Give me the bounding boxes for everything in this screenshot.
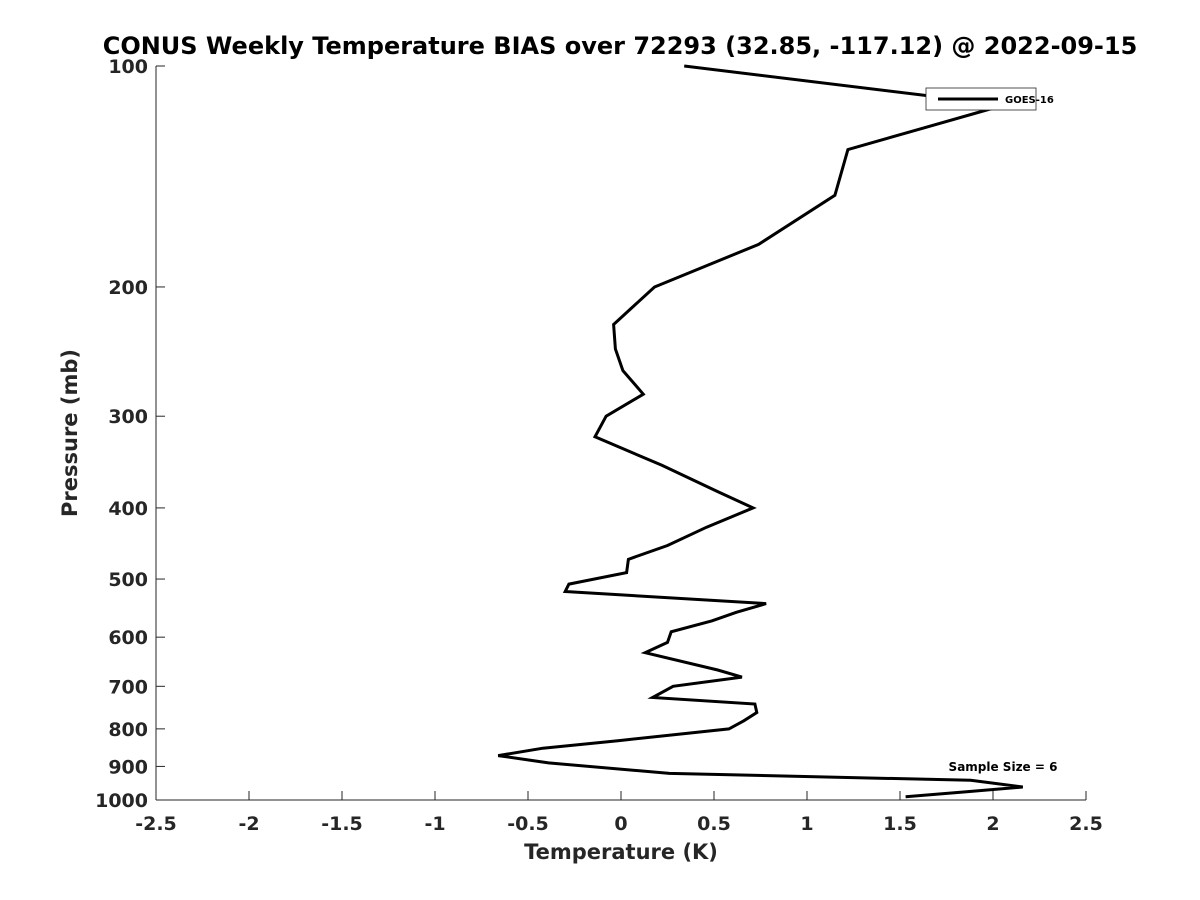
y-tick-label: 100	[108, 56, 148, 78]
legend: GOES-16	[925, 87, 1054, 111]
series-layer	[497, 64, 1023, 799]
x-ticks: -2.5 -2 -1.5 -1 -0.5 0 0.5 1 1.5 2 2.5	[135, 791, 1103, 835]
sample-size-annotation: Sample Size = 6	[949, 760, 1058, 774]
y-tick-label: 400	[108, 498, 148, 520]
x-tick-label: -1.5	[321, 813, 363, 835]
y-axis-label: Pressure (mb)	[58, 349, 82, 517]
y-tick-label: 700	[108, 676, 148, 698]
y-tick-label: 200	[108, 277, 148, 299]
x-tick-label: -2	[238, 813, 259, 835]
chart-title: CONUS Weekly Temperature BIAS over 72293…	[103, 32, 1138, 60]
x-tick-label: 1.5	[883, 813, 917, 835]
x-axis-label: Temperature (K)	[524, 840, 718, 864]
x-tick-label: -2.5	[135, 813, 177, 835]
x-tick-label: -1	[424, 813, 445, 835]
y-tick-label: 500	[108, 569, 148, 591]
x-tick-label: -0.5	[507, 813, 549, 835]
y-tick-label: 900	[108, 756, 148, 778]
y-tick-label: 600	[108, 627, 148, 649]
plot-frame	[155, 66, 1086, 801]
x-tick-label: 0	[614, 813, 627, 835]
y-tick-label: 1000	[95, 790, 148, 812]
legend-label-goes-16: GOES-16	[1005, 95, 1054, 106]
x-tick-label: 1	[800, 813, 813, 835]
y-tick-label: 300	[108, 406, 148, 428]
x-tick-label: 2.5	[1069, 813, 1103, 835]
x-tick-label: 0.5	[697, 813, 731, 835]
y-tick-label: 800	[108, 719, 148, 741]
series-line-goes-16	[497, 64, 1023, 799]
y-ticks: 100 200 300 400 500 600 700 800 900 1000	[95, 56, 165, 812]
x-tick-label: 2	[986, 813, 999, 835]
